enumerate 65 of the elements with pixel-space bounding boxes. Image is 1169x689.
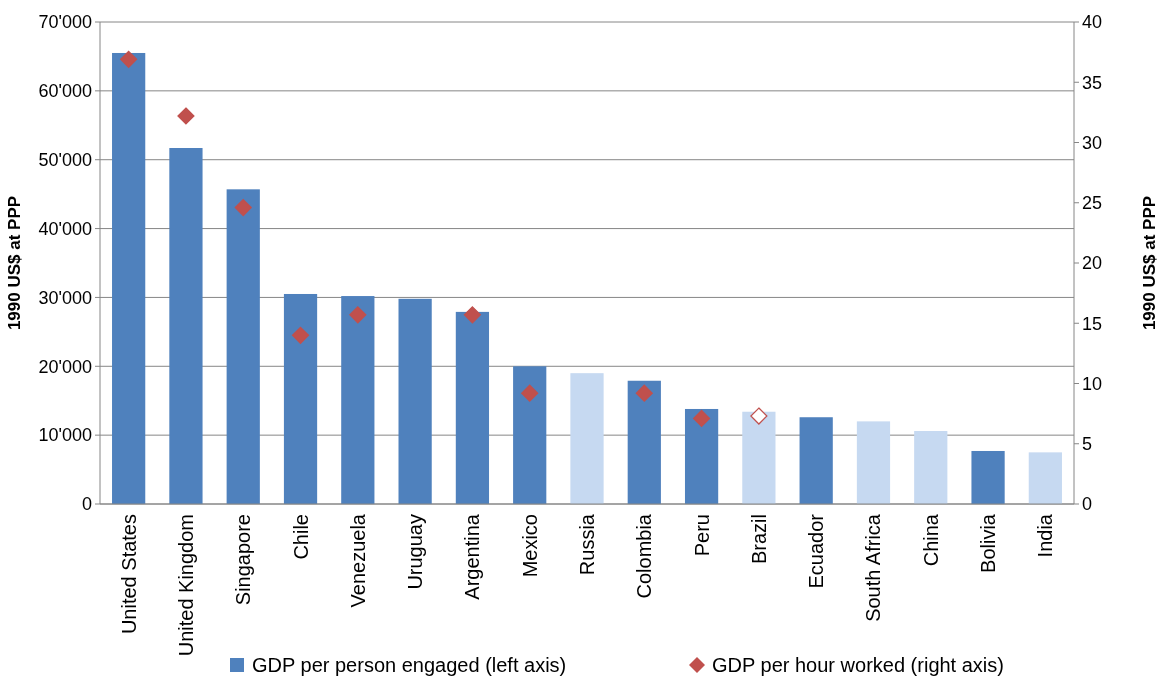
bar xyxy=(914,431,948,504)
y2-tick-label: 0 xyxy=(1082,494,1093,515)
bar xyxy=(398,298,432,504)
bar xyxy=(283,293,318,504)
bar xyxy=(1028,452,1062,504)
x-tick-label: Venezuela xyxy=(346,513,369,608)
bar xyxy=(799,417,833,504)
point xyxy=(750,407,768,425)
point xyxy=(291,326,310,344)
bar xyxy=(112,52,146,504)
legend-label: GDP per person engaged (left axis) xyxy=(252,654,567,676)
bar xyxy=(513,366,547,504)
y2-axis-title: 1990 US$ at PPP xyxy=(1140,195,1159,331)
x-tick-label: China xyxy=(919,513,942,567)
x-tick-label: Peru xyxy=(690,514,713,557)
y2-tick-label: 20 xyxy=(1082,253,1103,274)
y-tick-label: 60'000 xyxy=(38,81,92,102)
bar xyxy=(684,408,719,504)
y-axis-title: 1990 US$ at PPP xyxy=(5,195,24,331)
y-tick-label: 50'000 xyxy=(38,150,92,171)
y2-tick-label: 10 xyxy=(1082,373,1103,394)
legend-label: GDP per hour worked (right axis) xyxy=(712,654,1004,676)
y2-tick-label: 30 xyxy=(1082,132,1103,153)
x-tick-label: India xyxy=(1034,513,1057,558)
y2-tick-label: 40 xyxy=(1082,12,1103,33)
y-tick-label: 10'000 xyxy=(38,425,92,446)
bar xyxy=(341,296,375,504)
point xyxy=(234,198,252,217)
x-tick-label: Ecuador xyxy=(805,513,828,589)
x-tick-label: Colombia xyxy=(633,513,656,599)
point xyxy=(692,409,711,428)
point xyxy=(349,306,367,324)
y-tick-label: 70'000 xyxy=(38,12,92,33)
x-tick-label: Brazil xyxy=(747,514,770,565)
x-tick-label: United Kingdom xyxy=(174,514,197,657)
y2-tick-label: 15 xyxy=(1082,313,1103,334)
x-tick-label: Chile xyxy=(289,514,312,560)
bar xyxy=(226,189,260,504)
bar xyxy=(627,380,661,504)
point xyxy=(120,50,138,68)
y-tick-label: 20'000 xyxy=(38,356,92,377)
y2-tick-label: 5 xyxy=(1082,434,1093,455)
x-tick-label: United States xyxy=(117,514,140,635)
y-tick-label: 40'000 xyxy=(38,218,92,239)
x-tick-label: Argentina xyxy=(461,513,484,600)
y-tick-label: 0 xyxy=(81,494,92,515)
x-tick-label: Uruguay xyxy=(404,514,427,590)
y2-tick-label: 25 xyxy=(1082,193,1103,214)
y-tick-label: 30'000 xyxy=(38,287,92,308)
bar xyxy=(856,421,891,504)
point xyxy=(635,384,653,402)
x-tick-label: Bolivia xyxy=(977,513,1000,573)
x-tick-label: Mexico xyxy=(518,514,541,578)
x-tick-label: Russia xyxy=(576,513,598,576)
x-tick-label: Singapore xyxy=(232,514,255,606)
x-tick-label: South Africa xyxy=(862,513,885,622)
point xyxy=(521,384,539,402)
point xyxy=(463,306,482,324)
bar xyxy=(169,148,203,504)
bar xyxy=(971,450,1005,504)
point xyxy=(177,107,195,125)
y2-tick-label: 35 xyxy=(1082,72,1103,93)
bar xyxy=(742,411,776,504)
bar xyxy=(455,311,490,504)
bar xyxy=(570,373,604,504)
